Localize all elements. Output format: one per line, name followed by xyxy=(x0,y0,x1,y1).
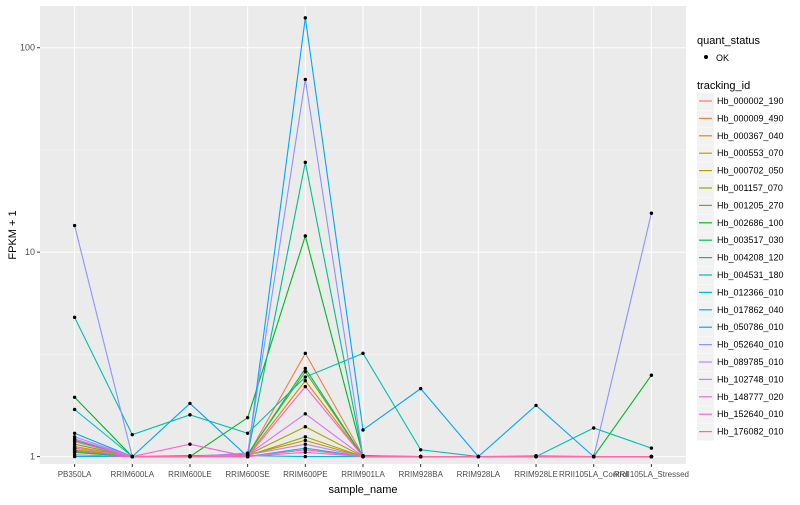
legend-item-label: Hb_102748_010 xyxy=(717,374,784,384)
x-tick-label: RRII105LA_Stressed xyxy=(614,470,689,479)
data-point xyxy=(303,442,308,446)
data-point xyxy=(72,440,77,444)
legend-item-label: Hb_004208_120 xyxy=(717,253,784,263)
legend-item-label: Hb_000702_050 xyxy=(717,166,784,176)
legend-item-label: Hb_001205_270 xyxy=(717,200,784,210)
data-point xyxy=(303,454,308,459)
legend-item-label: Hb_050786_010 xyxy=(717,322,784,332)
legend-item-label: Hb_052640_010 xyxy=(717,340,784,350)
data-point xyxy=(303,351,308,356)
y-tick-label: 100 xyxy=(20,43,35,53)
legend-item-label: Hb_089785_010 xyxy=(717,357,784,367)
legend-point-key xyxy=(704,55,708,59)
data-point xyxy=(188,454,192,459)
data-point xyxy=(188,413,192,417)
legend: quant_status OK tracking_id Hb_000002_19… xyxy=(697,35,784,441)
data-point xyxy=(303,450,308,454)
legend-item-label: Hb_003517_030 xyxy=(717,235,784,245)
x-tick-label: RRIM928LE xyxy=(514,470,558,479)
data-point xyxy=(361,351,365,356)
legend-item-label: Hb_148777_020 xyxy=(717,392,784,402)
data-point xyxy=(72,446,77,450)
data-points xyxy=(72,16,654,459)
legend-item-label: Hb_000002_190 xyxy=(717,96,784,106)
legend-point-label: OK xyxy=(716,53,729,63)
data-point xyxy=(303,435,308,439)
data-point xyxy=(303,412,308,416)
data-point xyxy=(649,446,654,450)
legend-item-label: Hb_004531_180 xyxy=(717,270,784,280)
data-point xyxy=(534,454,538,459)
x-tick-label: RRII105LA_Control xyxy=(559,470,629,479)
data-point xyxy=(130,432,134,437)
data-point xyxy=(245,454,250,459)
legend-point-title: quant_status xyxy=(697,35,760,47)
legend-item-label: Hb_002686_100 xyxy=(717,218,784,228)
data-point xyxy=(72,315,77,320)
data-point xyxy=(649,211,654,215)
axes: 1 10 100 PB350LA RRIM600LA RRIM600LE RRIM600SE… xyxy=(20,43,689,479)
data-point xyxy=(303,438,308,443)
data-point xyxy=(649,373,654,377)
data-point xyxy=(72,431,77,436)
data-point xyxy=(72,223,77,228)
legend-item-label: Hb_012366_010 xyxy=(717,287,784,297)
data-point xyxy=(534,403,538,408)
data-point xyxy=(245,415,250,420)
data-point xyxy=(72,453,77,457)
x-tick-label: RRIM928BA xyxy=(398,470,443,479)
data-point xyxy=(303,370,308,374)
data-point xyxy=(72,395,77,400)
data-point xyxy=(418,448,423,452)
x-tick-label: RRIM600SE xyxy=(225,470,269,479)
data-point xyxy=(476,454,481,459)
data-point xyxy=(303,379,308,383)
data-point xyxy=(130,454,134,459)
data-point xyxy=(303,375,308,379)
legend-item-label: Hb_001157_070 xyxy=(717,183,783,193)
x-tick-label: RRIM901LA xyxy=(341,470,385,479)
data-point xyxy=(361,428,365,432)
x-axis-title: sample_name xyxy=(328,484,397,496)
data-point xyxy=(303,234,308,238)
y-axis-title: FPKM + 1 xyxy=(7,210,19,259)
data-point xyxy=(188,442,192,446)
data-point xyxy=(418,454,423,459)
legend-item-label: Hb_000367_040 xyxy=(717,131,784,141)
legend-items: Hb_000002_190 Hb_000009_490 Hb_000367_040 H… xyxy=(697,93,784,441)
data-point xyxy=(418,386,423,391)
legend-item-label: Hb_000553_070 xyxy=(717,148,784,158)
data-point xyxy=(303,366,308,371)
data-point xyxy=(72,450,77,454)
data-point xyxy=(303,448,308,452)
y-tick-label: 10 xyxy=(25,247,35,257)
data-point xyxy=(303,425,308,429)
data-point xyxy=(649,454,654,459)
data-point xyxy=(188,401,192,406)
data-point xyxy=(303,77,308,82)
x-tick-label: RRIM600LA xyxy=(110,470,154,479)
legend-item-label: Hb_000009_490 xyxy=(717,113,784,123)
legend-color-title: tracking_id xyxy=(697,80,750,92)
y-tick-label: 1 xyxy=(30,452,35,462)
legend-item-label: Hb_017862_040 xyxy=(717,305,784,315)
x-tick-label: RRIM928LA xyxy=(457,470,501,479)
data-point xyxy=(592,426,596,430)
data-point xyxy=(303,160,308,165)
x-tick-label: RRIM600LE xyxy=(168,470,212,479)
data-point xyxy=(303,16,308,20)
legend-item-label: Hb_152640_010 xyxy=(717,409,784,419)
data-point xyxy=(245,431,250,436)
legend-item-label: Hb_176082_010 xyxy=(717,427,784,437)
data-point xyxy=(592,454,596,459)
data-point xyxy=(303,384,308,389)
data-point xyxy=(72,437,77,441)
data-point xyxy=(361,454,365,459)
x-tick-label: RRIM600PE xyxy=(283,470,327,479)
x-tick-label: PB350LA xyxy=(58,470,92,479)
data-point xyxy=(72,407,77,412)
